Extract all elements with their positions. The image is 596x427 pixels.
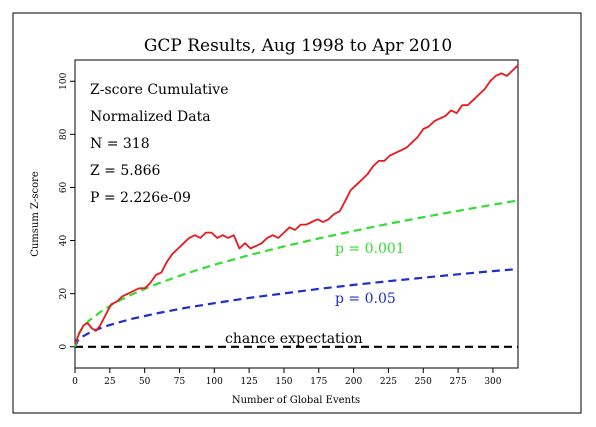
series-label-p001: p = 0.001: [335, 241, 405, 257]
stats-box: Z-score Cumulative Normalized Data N = 3…: [90, 82, 228, 206]
stats-line-4: Z = 5.866: [90, 163, 161, 179]
y-tick-label: 40: [59, 235, 69, 247]
x-tick-label: 200: [345, 377, 362, 387]
x-tick-label: 225: [380, 377, 397, 387]
series-layer: [73, 64, 519, 348]
x-tick-label: 100: [206, 377, 223, 387]
plot-area: [74, 59, 519, 369]
series-p001-envelope: [73, 199, 519, 348]
x-tick-label: 250: [415, 377, 432, 387]
x-tick-label: 275: [450, 377, 467, 387]
x-tick-label: 50: [139, 377, 151, 387]
stats-line-2: Normalized Data: [90, 109, 211, 125]
y-tick-label: 20: [59, 288, 69, 300]
y-axis-ticks: 0 20 40 60 80 100: [59, 72, 75, 350]
x-tick-label: 75: [174, 377, 186, 387]
y-tick-label: 60: [59, 181, 69, 193]
x-tick-label: 150: [275, 377, 292, 387]
x-tick-label: 0: [72, 377, 78, 387]
x-axis-ticks: 0 25 50 75 100 125 150 175 200 225 250 275 300: [72, 368, 502, 387]
y-tick-label: 0: [59, 344, 69, 350]
x-axis-label: Number of Global Events: [232, 395, 360, 406]
y-tick-label: 80: [59, 128, 69, 140]
series-cumulative-z: [74, 64, 519, 345]
y-tick-label: 100: [59, 72, 69, 89]
chart-title: GCP Results, Aug 1998 to Apr 2010: [144, 36, 452, 56]
x-tick-label: 175: [310, 377, 327, 387]
x-tick-label: 300: [484, 377, 501, 387]
series-p05-envelope: [74, 267, 519, 348]
x-tick-label: 25: [104, 377, 116, 387]
figure-frame: [12, 12, 582, 414]
stats-line-3: N = 318: [90, 136, 150, 152]
x-tick-label: 125: [241, 377, 258, 387]
y-axis-label: Cumsum Z-score: [30, 171, 41, 257]
stats-line-5: P = 2.226e-09: [90, 190, 191, 206]
series-label-p05: p = 0.05: [335, 291, 396, 307]
stats-line-1: Z-score Cumulative: [90, 82, 228, 98]
series-label-chance: chance expectation: [225, 331, 363, 347]
